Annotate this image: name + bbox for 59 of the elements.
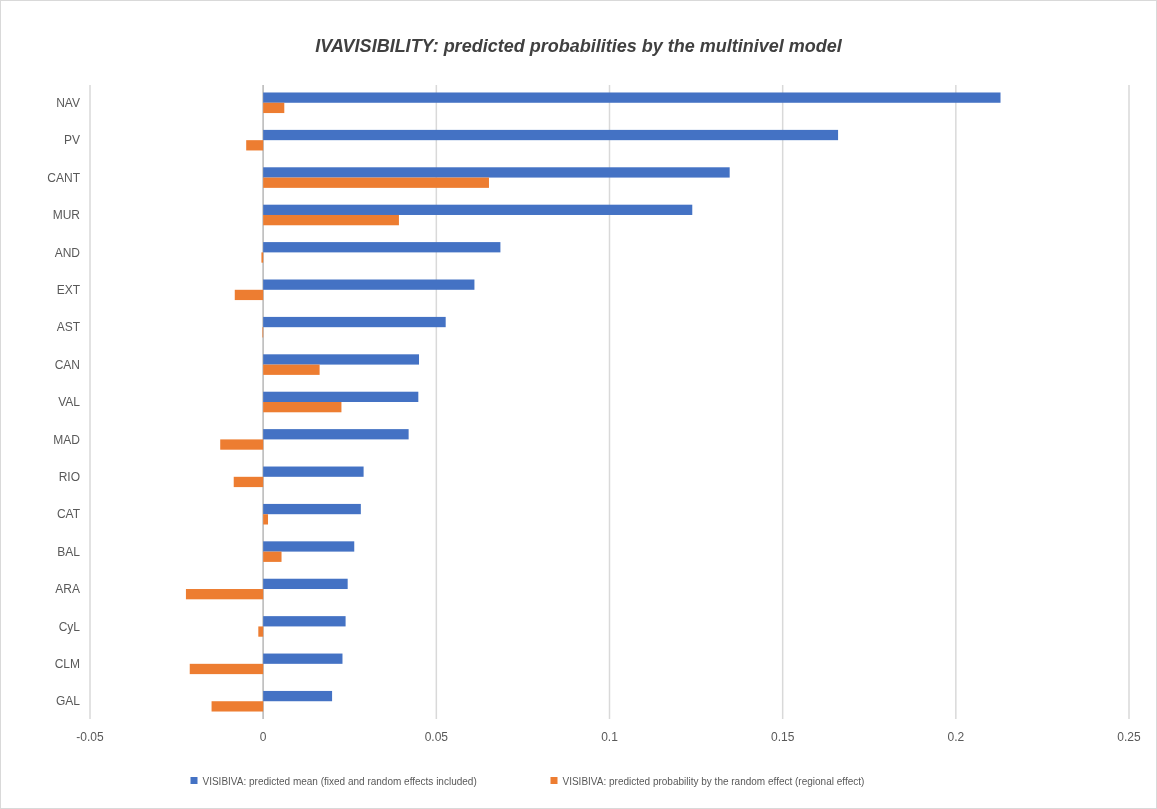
bar [258,626,264,637]
y-tick-label: RIO [58,470,80,485]
bar [263,204,693,215]
bar [185,589,264,600]
chart-title: IVAVISIBILITY: predicted probabilities by the multinivel model [315,36,843,56]
y-tick-label: CyL [58,619,81,634]
bar [233,476,264,488]
legend-label: VISIBIVA: predicted mean (fixed and random effects included) [202,775,477,787]
bar [263,129,839,141]
bar [263,551,282,562]
y-tick-label: MUR [52,208,81,223]
y-tick-label: MAD [53,432,81,447]
bar [246,140,264,151]
bar [263,242,501,253]
y-tick-label: AND [54,245,81,260]
y-tick-label: NAV [56,95,80,110]
bar [220,439,264,450]
x-tick-label: -0.05 [76,730,104,744]
bar [263,578,348,590]
bar [234,289,264,301]
x-tick-label: 0.1 [601,730,619,744]
bar [263,214,399,226]
bar [263,541,355,552]
bar [263,177,489,188]
bar [263,690,333,702]
bar [189,663,264,675]
x-tick-label: 0 [259,730,267,744]
bar [263,92,1001,103]
y-tick-label: AST [56,320,81,335]
bar [263,429,409,440]
bar [263,503,361,515]
y-tick-label: CLM [54,657,80,672]
bar [263,102,285,114]
x-tick-label: 0.15 [770,730,795,744]
y-tick-label: CAT [56,507,81,522]
bar [263,364,320,375]
legend-label: VISIBIVA: predicted probability by the random effect (regional effect) [562,775,865,787]
bar [263,653,343,664]
y-tick-label: BAL [57,544,81,559]
bar [263,514,269,525]
bar [263,466,364,477]
x-tick-label: 0.05 [424,730,449,744]
y-tick-label: ARA [55,582,80,597]
y-tick-label: PV [63,133,80,148]
y-tick-label: VAL [58,395,81,410]
x-tick-label: 0.2 [947,730,965,744]
y-tick-label: CANT [47,170,81,185]
bar [263,167,730,178]
bar [263,391,419,402]
y-tick-label: GAL [55,694,81,709]
bar [263,616,346,627]
x-tick-label: 0.25 [1117,730,1141,744]
bar [263,402,342,413]
bar [263,316,446,328]
bar [263,354,420,365]
bar [211,701,264,712]
bar [263,279,475,290]
y-tick-label: EXT [56,282,81,297]
y-tick-label: CAN [54,357,80,372]
